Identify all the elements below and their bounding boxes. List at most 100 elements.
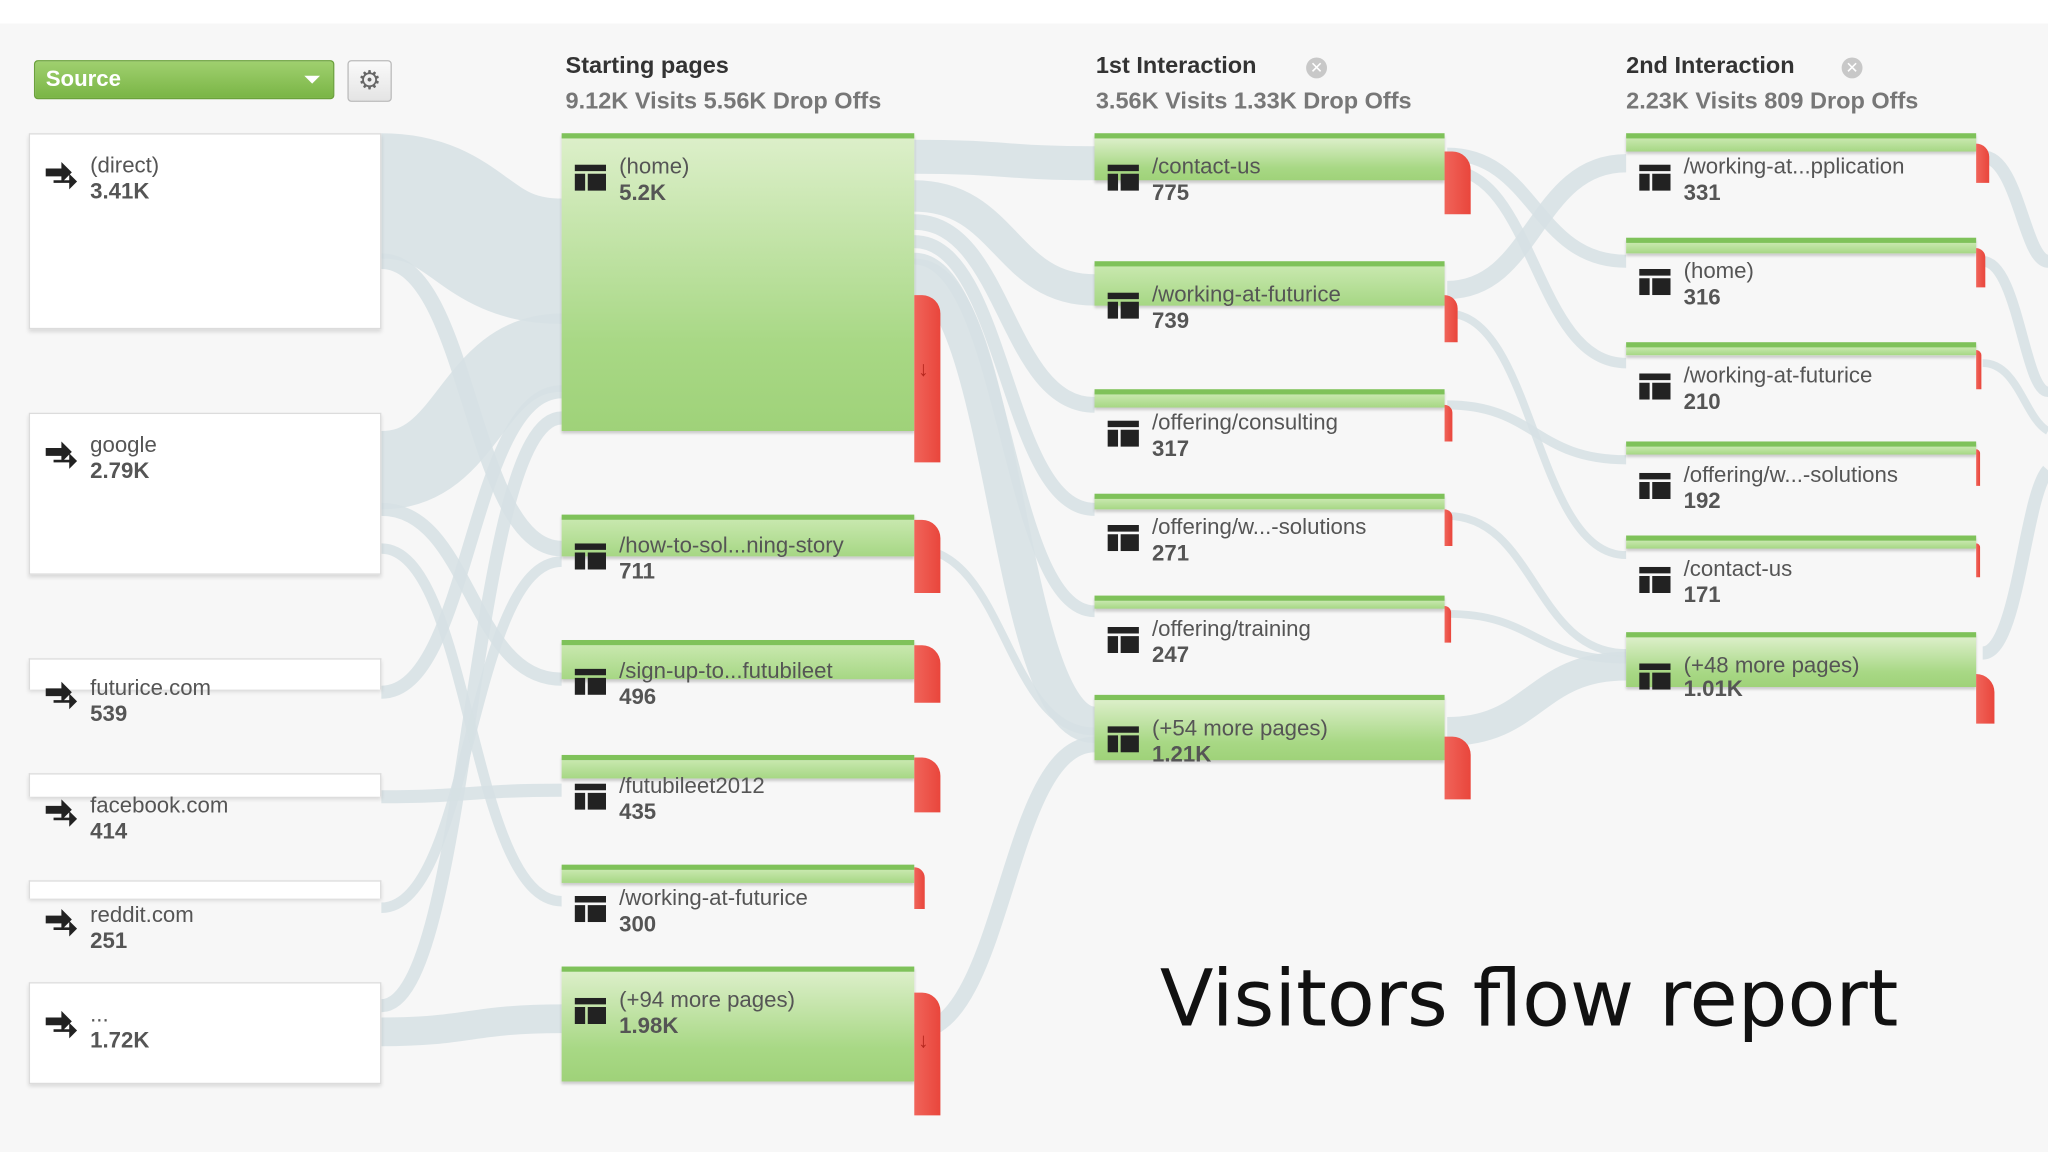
page-icon — [574, 895, 607, 923]
page-label: (+94 more pages) — [619, 987, 795, 1013]
source-node[interactable]: (direct) 3.41K — [28, 133, 382, 330]
flow-home-working — [913, 180, 1096, 306]
page-label: /working-at...pplication — [1683, 154, 1905, 179]
page-node[interactable]: /working-at-futurice 739 — [1094, 261, 1445, 333]
redirect-arrows-icon — [45, 161, 78, 190]
remove-column-icon[interactable]: ✕ — [1306, 57, 1328, 79]
drop-off-bar[interactable] — [914, 645, 941, 703]
source-node[interactable]: reddit.com 251 — [28, 880, 382, 953]
page-node[interactable]: /offering/consulting 317 — [1094, 389, 1445, 461]
page-node[interactable]: /working-at-futurice 300 — [561, 864, 915, 936]
page-count: 496 — [619, 684, 657, 710]
flow-working-contact — [1446, 309, 1627, 560]
drop-off-bar[interactable]: ↓ — [914, 295, 941, 463]
drop-off-bar[interactable] — [914, 757, 941, 813]
page-icon — [1107, 292, 1139, 319]
source-node[interactable]: google 2.79K — [28, 412, 382, 575]
source-node[interactable]: facebook.com 414 — [28, 773, 382, 844]
page-node[interactable]: /offering/w...-solutions 192 — [1626, 441, 1977, 513]
starting-pages-title: Starting pages — [565, 52, 729, 79]
remove-column-icon[interactable]: ✕ — [1841, 57, 1863, 79]
page-node[interactable]: /sign-up-to...futubileet 496 — [561, 639, 915, 709]
drop-off-bar[interactable] — [1976, 673, 1995, 724]
page-node[interactable]: /offering/training 247 — [1094, 595, 1445, 667]
arrow-down-icon: ↓ — [918, 1030, 929, 1053]
source-node[interactable]: futurice.com 539 — [28, 658, 382, 726]
page-node[interactable]: /contact-us 171 — [1626, 535, 1977, 607]
page-node[interactable]: /contact-us 775 — [1094, 133, 1445, 205]
page-icon — [574, 543, 607, 570]
drop-off-bar[interactable] — [1444, 295, 1458, 343]
page-label: /offering/w...-solutions — [1151, 514, 1367, 540]
page-count: 210 — [1683, 389, 1721, 415]
page-node[interactable]: (+48 more pages) 1.01K — [1626, 632, 1977, 701]
flow-direct-home — [378, 133, 565, 324]
page-icon — [1107, 626, 1139, 654]
drop-off-bar[interactable] — [914, 867, 925, 910]
drop-off-bar[interactable] — [1444, 606, 1452, 643]
page-count: 775 — [1151, 180, 1190, 206]
drop-off-bar[interactable] — [1976, 543, 1981, 578]
page-label: /how-to-sol...ning-story — [619, 532, 844, 558]
page-node[interactable]: (+54 more pages) 1.21K — [1094, 694, 1445, 767]
drop-off-bar[interactable] — [1444, 509, 1453, 546]
page-node[interactable]: (+94 more pages) 1.98K — [561, 966, 915, 1082]
redirect-arrows-icon — [45, 681, 78, 710]
page-icon — [1639, 663, 1671, 690]
drop-off-bar[interactable] — [1976, 350, 1982, 390]
source-count: 3.41K — [90, 178, 150, 204]
settings-button[interactable]: ⚙ — [347, 60, 392, 102]
drop-off-bar[interactable] — [1976, 449, 1981, 486]
drop-off-bar[interactable] — [1444, 404, 1453, 442]
page-icon — [1639, 373, 1671, 400]
source-name: facebook.com — [90, 792, 229, 818]
flow-home-consulting — [913, 214, 1096, 413]
first-interaction-title: 1st Interaction — [1095, 52, 1257, 79]
drop-off-bar[interactable] — [914, 519, 941, 593]
page-count: 1.98K — [619, 1013, 679, 1039]
source-name: reddit.com — [90, 902, 194, 928]
page-icon — [1107, 726, 1139, 753]
flow-home-more — [911, 258, 1098, 744]
source-name: ... — [90, 1001, 109, 1027]
starting-pages-stats: 9.12K Visits 5.56K Drop Offs — [565, 87, 882, 114]
page-node[interactable]: /working-at-futurice 210 — [1626, 342, 1977, 414]
page-icon — [1639, 472, 1671, 499]
source-dropdown[interactable]: Source — [33, 60, 335, 100]
page-node[interactable]: (home) 5.2K — [561, 133, 915, 432]
page-node[interactable]: /offering/w...-solutions 271 — [1094, 493, 1445, 566]
page-count: 1.01K — [1683, 676, 1743, 702]
flow-more-second-more — [1446, 651, 1627, 746]
drop-off-bar[interactable] — [1444, 151, 1471, 215]
page-label: /working-at-futurice — [1151, 282, 1341, 307]
flow-futurice-home — [380, 385, 563, 699]
page-label: /contact-us — [1151, 154, 1261, 179]
redirect-arrows-icon — [45, 909, 78, 937]
arrow-down-icon: ↓ — [918, 359, 929, 382]
flow-contact-working — [1446, 164, 1627, 369]
page-count: 316 — [1683, 284, 1721, 310]
first-interaction-stats: 3.56K Visits 1.33K Drop Offs — [1095, 87, 1412, 114]
page-icon — [1639, 164, 1671, 191]
page-node[interactable]: /how-to-sol...ning-story 711 — [561, 514, 915, 584]
page-node[interactable]: /futubileet2012 435 — [561, 754, 915, 824]
flow-facebook-futubileet — [381, 783, 562, 804]
flow-other-more — [381, 1004, 562, 1047]
gear-icon: ⚙ — [357, 66, 382, 96]
page-node[interactable]: /working-at...pplication 331 — [1626, 133, 1977, 205]
first-interaction-header: 1st Interaction 3.56K Visits 1.33K Drop … — [1096, 52, 1412, 115]
page-icon — [1639, 566, 1671, 593]
drop-off-bar[interactable] — [1976, 248, 1986, 288]
page-count: 435 — [619, 799, 657, 825]
source-node[interactable]: ... 1.72K — [28, 982, 382, 1085]
page-icon — [574, 668, 607, 695]
page-node[interactable]: (home) 316 — [1626, 237, 1977, 310]
drop-off-bar[interactable] — [1444, 736, 1471, 800]
page-icon — [1107, 525, 1139, 552]
source-name: google — [90, 432, 157, 458]
page-label: /working-at-futurice — [1683, 363, 1873, 388]
drop-off-bar[interactable]: ↓ — [914, 992, 941, 1116]
page-icon — [1639, 269, 1671, 296]
source-count: 1.72K — [90, 1027, 150, 1053]
drop-off-bar[interactable] — [1976, 143, 1990, 183]
